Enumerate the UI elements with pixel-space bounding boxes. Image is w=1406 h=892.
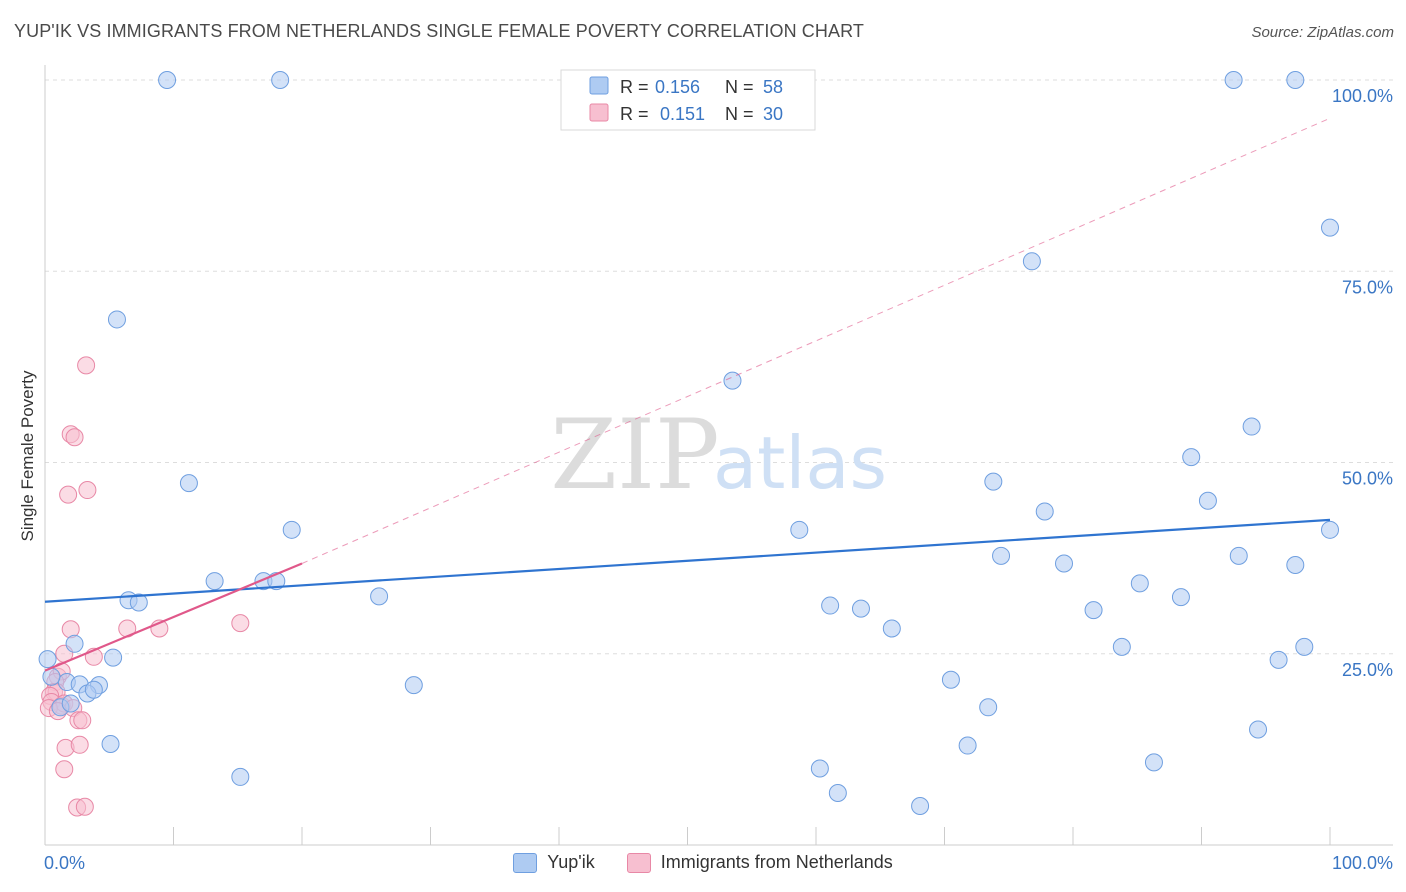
yupik-point <box>271 71 290 89</box>
y-tick-label: 50.0% <box>1342 469 1393 489</box>
legend-label-yupik: Yup'ik <box>547 852 595 872</box>
yupik-trend-line <box>44 518 1331 603</box>
yupik-point <box>1321 218 1339 237</box>
y-tick-label: 25.0% <box>1342 660 1393 680</box>
legend-n-value: 30 <box>763 104 783 124</box>
yupik-point <box>1249 720 1268 739</box>
legend-swatch-yupik <box>589 76 609 95</box>
yupik-point <box>179 474 198 493</box>
yupik-point <box>129 593 148 612</box>
yupik-point <box>158 71 177 89</box>
yupik-point <box>1198 491 1217 510</box>
yupik-point <box>1182 448 1201 467</box>
yupik-point <box>1084 601 1103 620</box>
yupik-point <box>1055 554 1074 573</box>
legend-label-netherlands: Immigrants from Netherlands <box>660 852 893 872</box>
yupik-point <box>984 472 1003 491</box>
yupik-point <box>723 371 742 390</box>
y-tick-label: 75.0% <box>1342 277 1393 297</box>
x-tick-label: 0.0% <box>44 853 85 873</box>
bottom-legend-yupik: Yup'ik <box>513 852 595 873</box>
yupik-point <box>1269 650 1288 669</box>
yupik-point <box>1112 637 1131 656</box>
yupik-point <box>84 680 103 699</box>
yupik-point <box>1286 556 1305 575</box>
yupik-point <box>1224 71 1243 89</box>
yupik-point <box>851 599 870 618</box>
netherlands-point <box>73 711 92 730</box>
yupik-point <box>790 520 809 539</box>
yupik-point <box>810 759 829 778</box>
yupik-point <box>404 676 423 695</box>
yupik-point <box>1035 502 1054 521</box>
yupik-point <box>104 648 123 667</box>
yupik-point <box>821 596 840 615</box>
netherlands-point <box>78 481 97 500</box>
trend-lines <box>44 117 1331 672</box>
yupik-point <box>61 694 80 713</box>
watermark: ZIP atlas <box>550 399 887 511</box>
legend-r-value: 0.151 <box>660 104 705 124</box>
legend-r-label: R = <box>620 77 649 97</box>
x-tick-label: 100.0% <box>1332 853 1393 873</box>
netherlands-point <box>55 760 74 779</box>
tick-labels: 25.0% 50.0% 75.0% 100.0% 0.0% 100.0% <box>44 86 1393 873</box>
yupik-point <box>1321 520 1339 539</box>
yupik-point <box>911 796 930 815</box>
yupik-point <box>1130 574 1149 593</box>
yupik-point <box>1295 637 1314 656</box>
source-credit: Source: ZipAtlas.com <box>1251 24 1394 41</box>
netherlands-point <box>59 485 78 504</box>
yupik-point <box>1242 417 1261 436</box>
yupik-point <box>979 698 998 717</box>
yupik-point <box>1144 753 1163 772</box>
yupik-point <box>1286 71 1305 89</box>
watermark-zip: ZIP <box>550 399 719 511</box>
yupik-point <box>38 650 57 669</box>
netherlands-point <box>70 735 89 754</box>
netherlands-point <box>77 356 96 375</box>
legend-swatch-yupik <box>513 852 538 873</box>
bottom-legend: Yup'ik Immigrants from Netherlands <box>0 852 1406 873</box>
yupik-point <box>941 670 960 689</box>
bottom-legend-netherlands: Immigrants from Netherlands <box>626 852 893 873</box>
netherlands-point <box>65 428 84 447</box>
yupik-point <box>231 767 250 786</box>
yupik-point <box>1022 252 1041 271</box>
legend-swatch-netherlands <box>626 852 651 873</box>
yupik-point <box>1171 588 1190 607</box>
gridlines <box>45 79 1393 655</box>
yupik-point <box>205 572 224 591</box>
yupik-point <box>370 587 389 606</box>
yupik-point <box>992 546 1011 565</box>
chart-title: YUP'IK VS IMMIGRANTS FROM NETHERLANDS SI… <box>14 21 864 41</box>
yupik-point <box>282 520 301 539</box>
yupik-point <box>101 735 120 754</box>
yupik-point <box>828 783 847 802</box>
yupik-point <box>107 310 126 329</box>
series-yupik-points <box>38 71 1339 815</box>
legend-r-value: 0.156 <box>655 77 700 97</box>
netherlands-point <box>231 614 250 633</box>
netherlands-trend-line <box>44 562 303 672</box>
watermark-atlas: atlas <box>713 421 887 505</box>
correlation-legend: R = 0.156 N = 58 R = 0.151 N = 30 <box>560 69 816 131</box>
legend-r-label: R = <box>620 104 649 124</box>
yupik-point <box>882 619 901 638</box>
legend-n-value: 58 <box>763 77 783 97</box>
y-tick-label: 100.0% <box>1332 86 1393 106</box>
yupik-point <box>65 634 84 653</box>
legend-n-label: N = <box>725 77 754 97</box>
yupik-point <box>958 736 977 755</box>
netherlands-point <box>75 797 94 816</box>
legend-swatch-netherlands <box>589 103 609 122</box>
yupik-point <box>1229 546 1248 565</box>
legend-n-label: N = <box>725 104 754 124</box>
